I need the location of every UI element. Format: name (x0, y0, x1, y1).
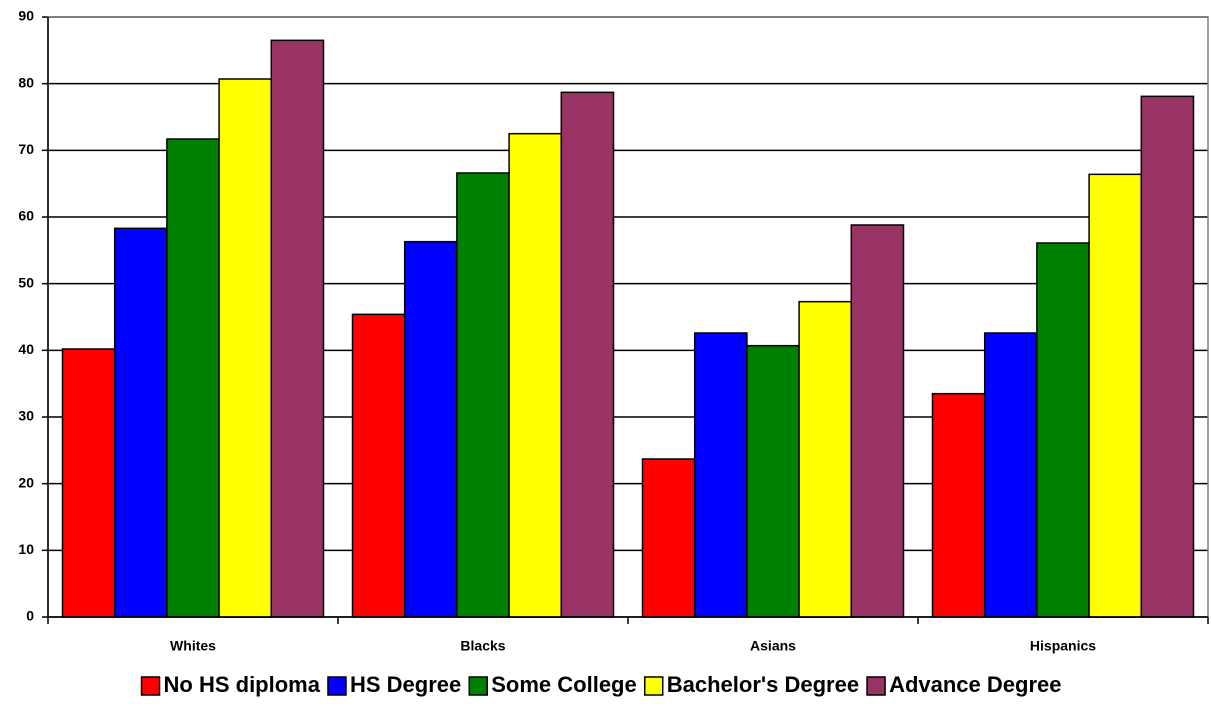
bar (403, 240, 458, 618)
y-tick-label: 90 (18, 8, 34, 24)
bar (746, 344, 800, 618)
legend-label: No HS diploma (164, 672, 321, 697)
legend-swatch (643, 676, 664, 696)
y-tick-label: 70 (18, 141, 34, 157)
legend-swatch (866, 676, 886, 696)
x-tick-label: Asians (750, 638, 796, 654)
x-tick-label: Whites (170, 638, 216, 654)
y-tick-label: 10 (18, 541, 34, 557)
y-tick-label: 30 (18, 408, 34, 424)
bar (1088, 173, 1143, 618)
y-tick-label: 60 (18, 208, 34, 224)
y-tick-label: 20 (18, 474, 34, 490)
legend-swatch (327, 676, 347, 696)
legend-label: Bachelor's Degree (667, 672, 859, 697)
bar (560, 91, 615, 618)
bar (1140, 95, 1195, 618)
y-tick-label: 50 (18, 274, 34, 290)
y-tick-label: 0 (26, 608, 34, 624)
x-tick-label: Hispanics (1030, 638, 1096, 654)
legend-label: Some College (491, 672, 636, 697)
bar (641, 458, 696, 618)
y-tick-label: 80 (18, 74, 34, 90)
legend-swatch (140, 676, 161, 696)
bar (693, 332, 748, 618)
bar (850, 224, 905, 618)
bar (61, 348, 116, 618)
bar (983, 332, 1038, 618)
bar (456, 172, 510, 618)
bar (218, 78, 273, 618)
legend-label: HS Degree (350, 672, 461, 697)
bar (931, 392, 986, 618)
bar (113, 227, 168, 618)
bar (351, 313, 406, 618)
y-tick-label: 40 (18, 341, 34, 357)
x-tick-label: Blacks (460, 638, 505, 654)
legend-swatch (468, 676, 488, 696)
bar (1036, 242, 1090, 618)
bar (270, 39, 325, 618)
bar (508, 132, 563, 618)
bar (166, 138, 220, 618)
bar (798, 300, 853, 618)
legend-label: Advance Degree (889, 672, 1061, 697)
